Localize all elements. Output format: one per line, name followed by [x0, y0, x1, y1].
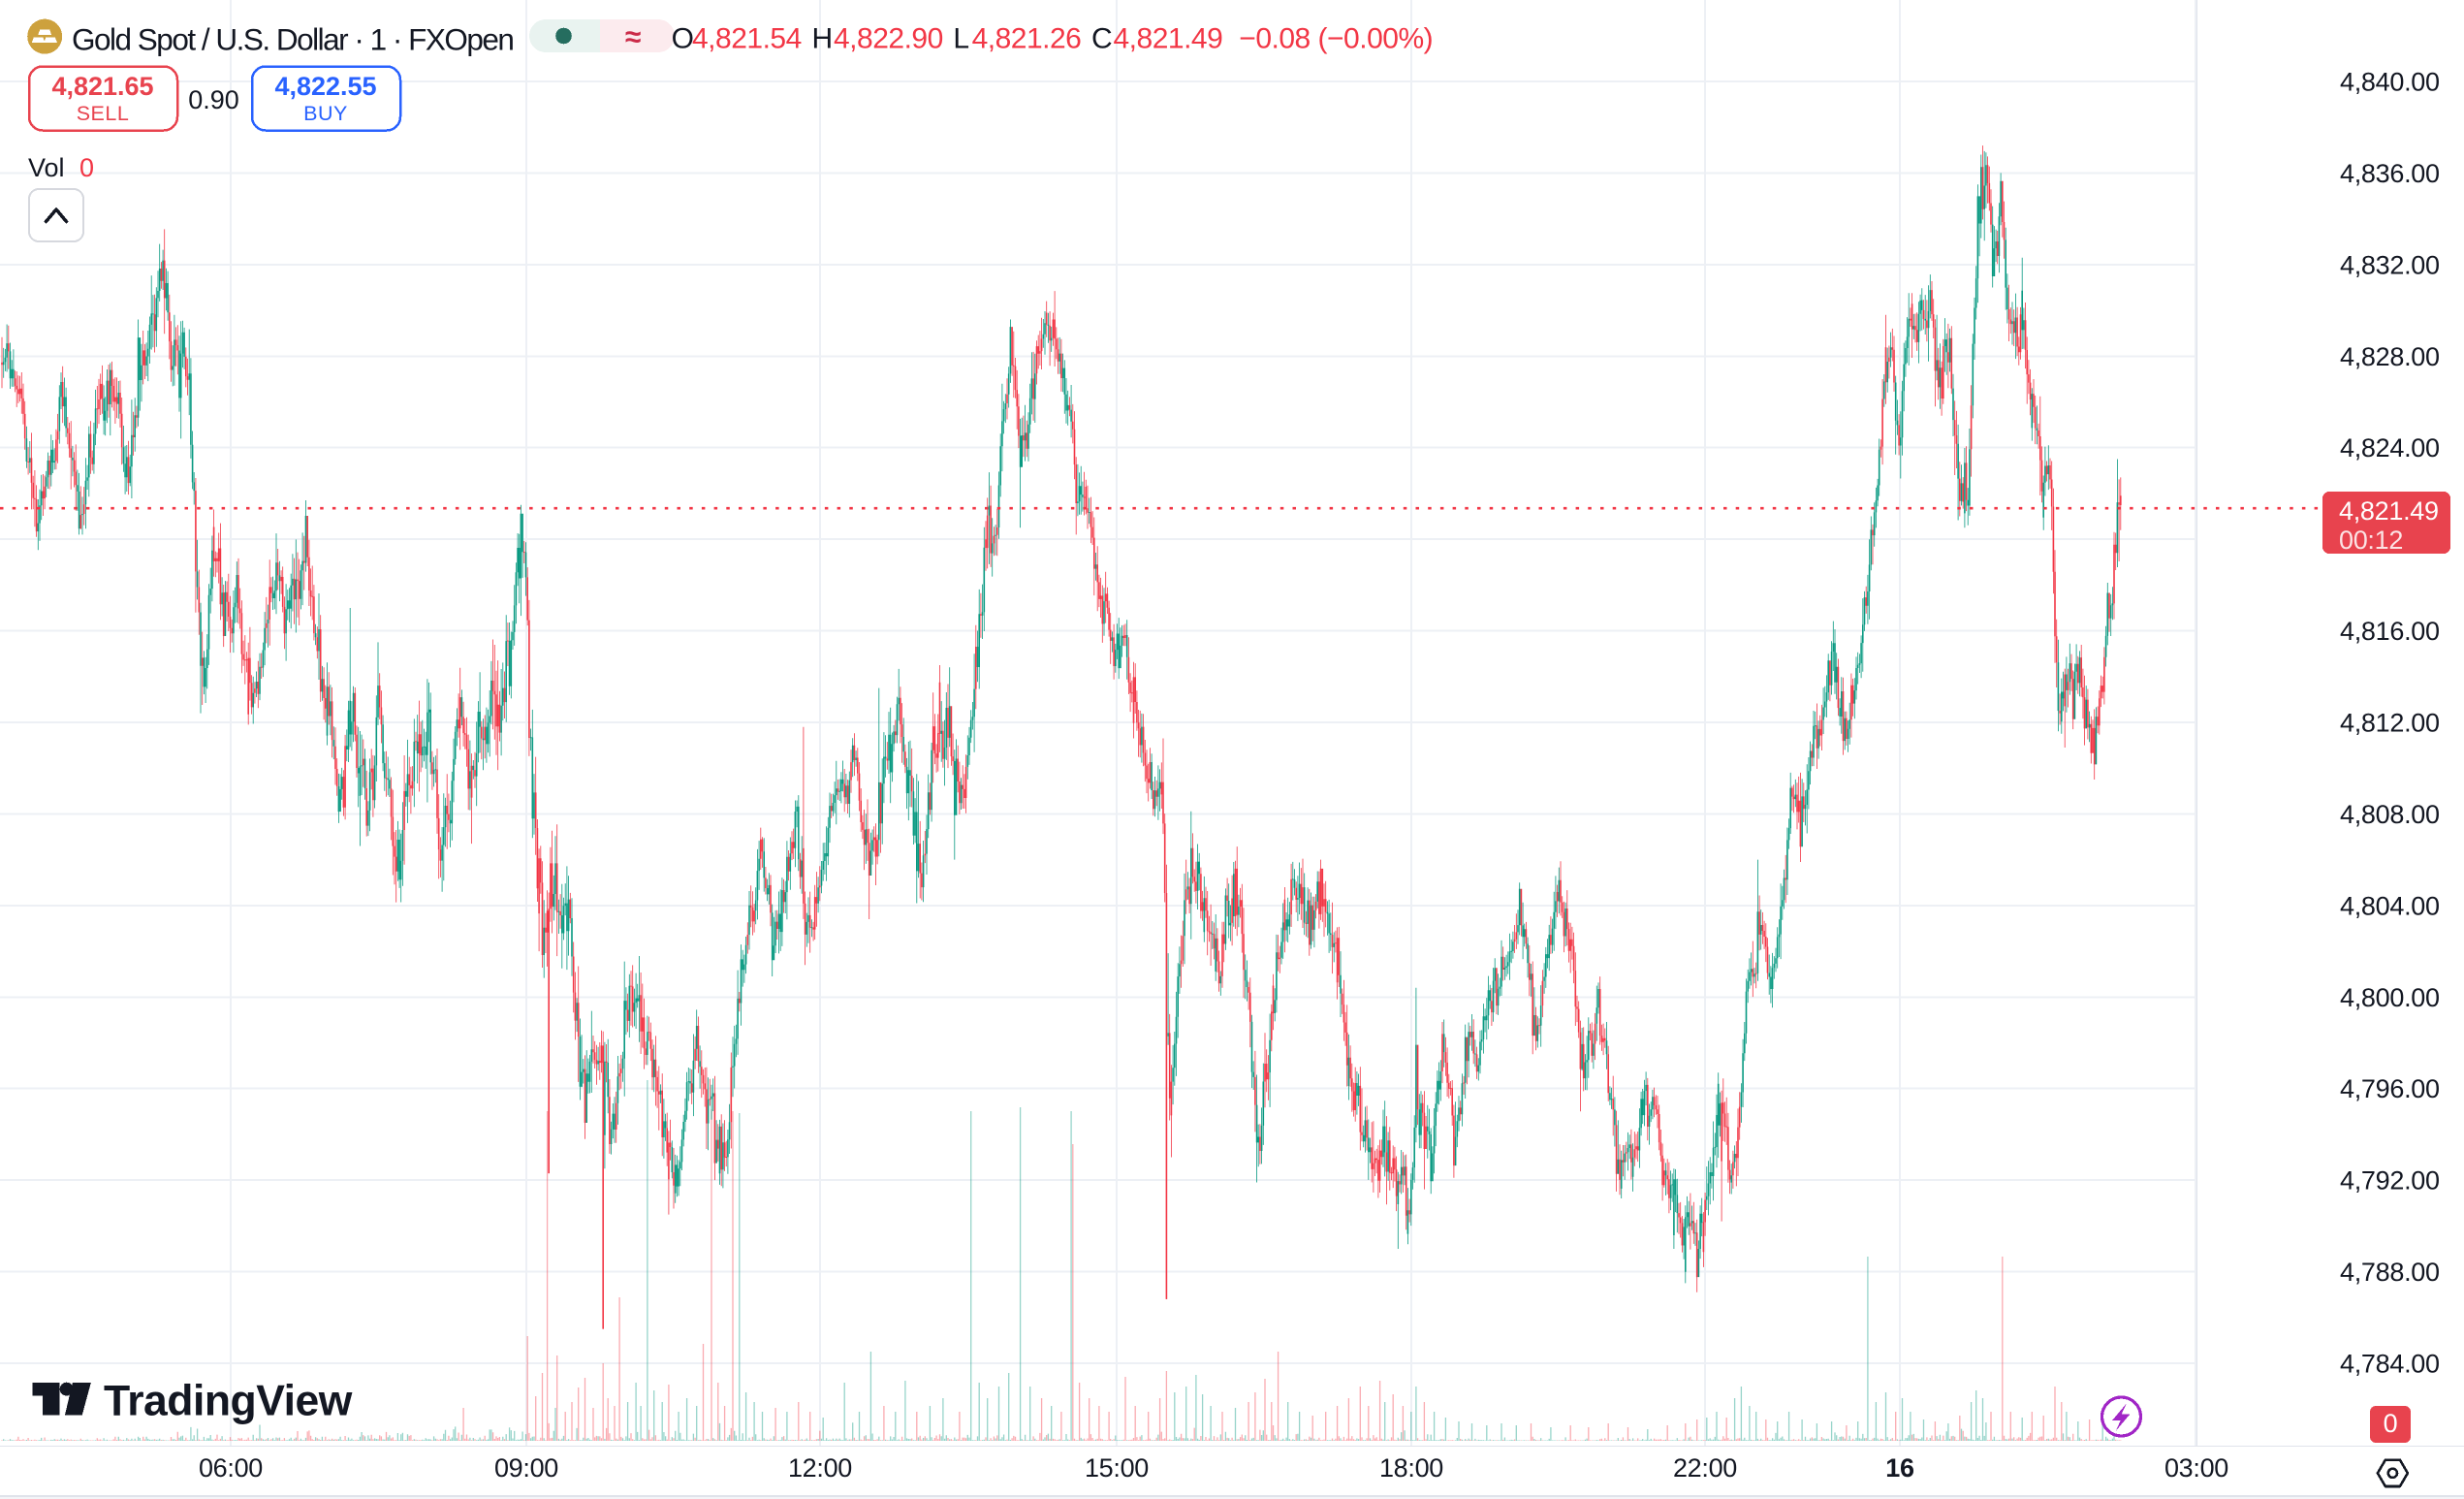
svg-text:4,824.00: 4,824.00 — [2340, 433, 2440, 462]
svg-text:4,828.00: 4,828.00 — [2340, 342, 2440, 371]
svg-text:≈: ≈ — [625, 21, 641, 53]
svg-text:O: O — [672, 23, 694, 55]
svg-text:06:00: 06:00 — [199, 1453, 263, 1483]
svg-text:4,821.49: 4,821.49 — [2339, 496, 2439, 526]
svg-text:4,821.54: 4,821.54 — [692, 23, 802, 55]
svg-text:4,808.00: 4,808.00 — [2340, 800, 2440, 829]
svg-text:4,836.00: 4,836.00 — [2340, 159, 2440, 188]
svg-text:0: 0 — [79, 153, 94, 182]
svg-text:Vol: Vol — [28, 153, 65, 182]
svg-text:H: H — [812, 23, 833, 55]
svg-text:BUY: BUY — [303, 102, 348, 125]
svg-text:00:12: 00:12 — [2339, 526, 2403, 555]
svg-text:SELL: SELL — [77, 102, 130, 125]
svg-text:0.90: 0.90 — [188, 85, 239, 114]
svg-text:4,821.65: 4,821.65 — [51, 72, 153, 101]
svg-text:0: 0 — [2384, 1409, 2398, 1438]
svg-text:15:00: 15:00 — [1085, 1453, 1149, 1483]
svg-text:4,822.55: 4,822.55 — [274, 72, 376, 101]
svg-text:Gold Spot / U.S. Dollar · 1 ·: Gold Spot / U.S. Dollar · 1 · FXOpen — [72, 22, 513, 57]
svg-text:−0.08 (−0.00%): −0.08 (−0.00%) — [1239, 23, 1433, 55]
svg-text:22:00: 22:00 — [1673, 1453, 1737, 1483]
svg-text:4,804.00: 4,804.00 — [2340, 891, 2440, 920]
svg-text:4,812.00: 4,812.00 — [2340, 709, 2440, 738]
svg-text:C: C — [1091, 23, 1112, 55]
svg-text:4,788.00: 4,788.00 — [2340, 1258, 2440, 1287]
svg-text:4,821.49: 4,821.49 — [1114, 23, 1223, 55]
svg-text:4,840.00: 4,840.00 — [2340, 68, 2440, 97]
svg-text:4,792.00: 4,792.00 — [2340, 1166, 2440, 1196]
svg-text:03:00: 03:00 — [2164, 1453, 2228, 1483]
svg-text:4,796.00: 4,796.00 — [2340, 1074, 2440, 1103]
svg-text:09:00: 09:00 — [494, 1453, 558, 1483]
svg-text:4,822.90: 4,822.90 — [834, 23, 943, 55]
svg-text:4,784.00: 4,784.00 — [2340, 1350, 2440, 1379]
svg-text:18:00: 18:00 — [1379, 1453, 1443, 1483]
svg-text:4,800.00: 4,800.00 — [2340, 983, 2440, 1012]
svg-text:16: 16 — [1885, 1453, 1914, 1483]
svg-text:12:00: 12:00 — [788, 1453, 852, 1483]
svg-text:4,832.00: 4,832.00 — [2340, 250, 2440, 279]
svg-text:L: L — [953, 23, 968, 55]
svg-text:4,821.26: 4,821.26 — [972, 23, 1082, 55]
svg-text:4,816.00: 4,816.00 — [2340, 617, 2440, 646]
svg-text:TradingView: TradingView — [104, 1378, 353, 1425]
